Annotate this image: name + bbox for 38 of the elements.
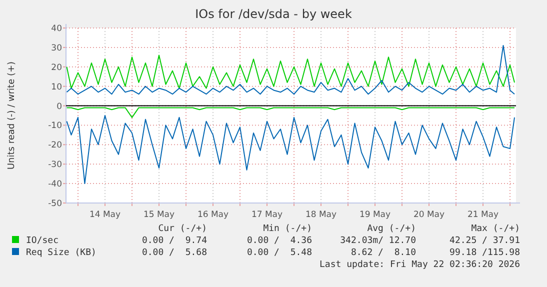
text: 99.18 /115.98 (450, 248, 520, 258)
x-tick-label: 17 May (251, 210, 283, 220)
line-series (66, 45, 515, 95)
text: 0.00 / 4.36 (246, 236, 312, 246)
x-tick-label: 20 May (413, 210, 445, 220)
text: 8.62 / 8.10 (350, 248, 416, 258)
x-tick-label: 16 May (197, 210, 229, 220)
y-tick-label: -30 (48, 160, 62, 170)
chart-title: IOs for /dev/sda - by week (195, 7, 352, 21)
x-tick-label: 21 May (467, 210, 499, 220)
text: Last update: Fri May 22 02:36:20 2026 (320, 260, 520, 270)
y-axis-title: Units read (-) / write (+) (7, 61, 17, 170)
x-tick-label: 14 May (89, 210, 121, 220)
x-tick-label: 19 May (359, 210, 391, 220)
x-tick-label: 18 May (305, 210, 337, 220)
y-tick-label: 30 (51, 43, 62, 54)
line-series (66, 54, 515, 89)
text: 342.03m/ 12.70 (340, 236, 416, 246)
y-tick-label: -50 (48, 199, 62, 209)
legend-label: IO/sec (26, 236, 59, 246)
text: 0.00 / 5.48 (246, 248, 312, 258)
y-tick-label: -40 (48, 180, 62, 190)
y-tick-label: 0 (56, 102, 62, 112)
y-tick-label: -20 (48, 140, 62, 151)
y-tick-label: 20 (51, 62, 62, 73)
text: Avg (-/+) (367, 224, 416, 234)
text: 42.25 / 37.91 (450, 236, 520, 246)
text: Min (-/+) (263, 224, 312, 234)
line-series (66, 115, 515, 184)
y-tick-label: -10 (48, 121, 62, 132)
legend-label: Req Size (KB) (26, 248, 96, 258)
text: Cur (-/+) (158, 224, 207, 234)
y-tick-label: 40 (51, 24, 62, 34)
text: Max (-/+) (471, 224, 520, 234)
x-tick-label: 15 May (143, 210, 175, 220)
text: 0.00 / 5.68 (142, 248, 207, 258)
text: 0.00 / 9.74 (142, 236, 207, 246)
y-tick-label: 10 (51, 82, 62, 92)
